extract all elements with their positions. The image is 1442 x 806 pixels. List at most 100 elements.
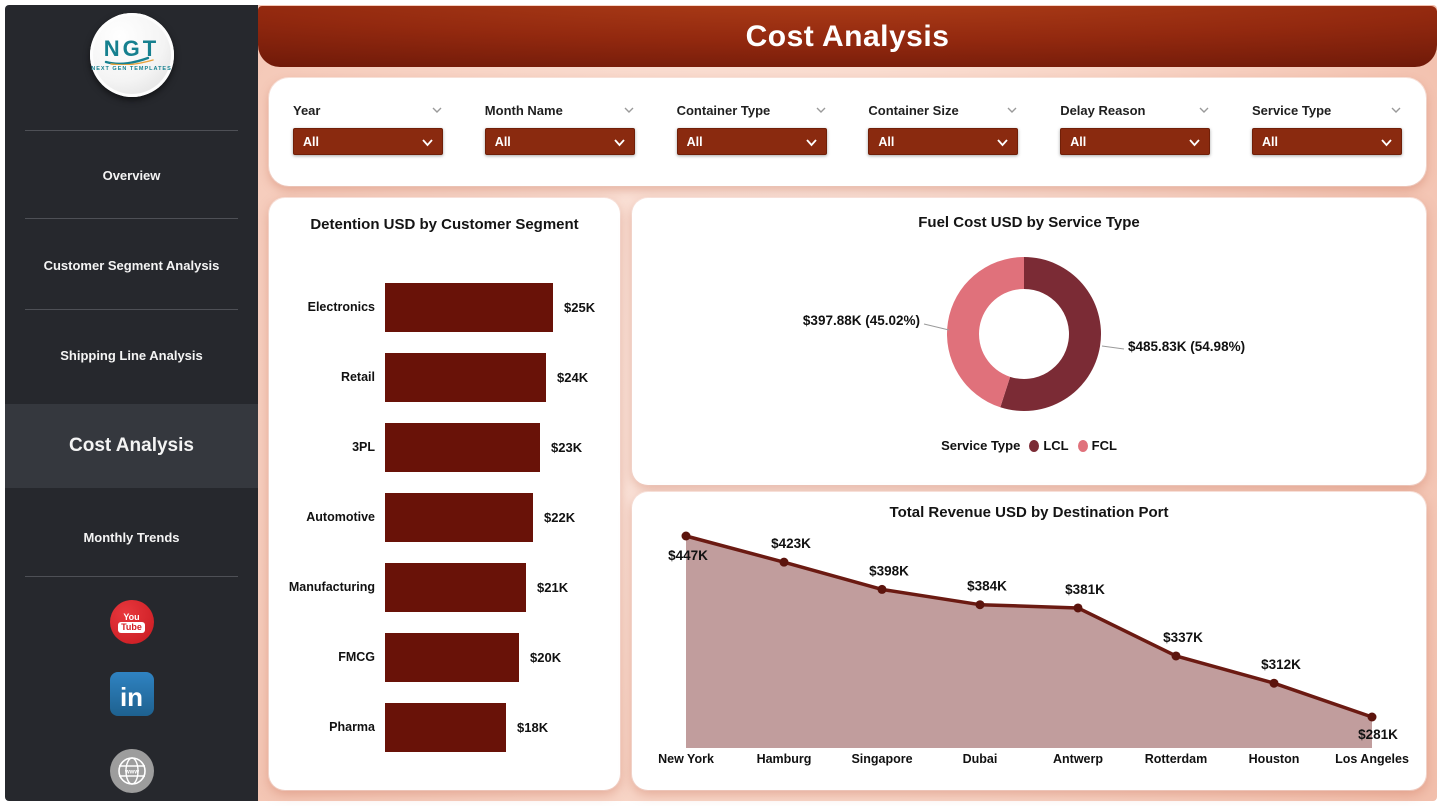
chevron-down-icon xyxy=(805,139,817,147)
data-point-label: $312K xyxy=(1261,657,1301,672)
filter-label: Container Type xyxy=(676,102,771,118)
x-axis-label: Los Angeles xyxy=(1335,752,1409,766)
container-size-select[interactable]: All xyxy=(868,128,1019,155)
bar-category-label: Electronics xyxy=(307,300,375,314)
sidebar-divider xyxy=(25,576,238,577)
area-x-axis: New York Hamburg Singapore Dubai Antwerp… xyxy=(637,752,1421,766)
year-select[interactable]: All xyxy=(293,128,443,155)
linkedin-icon[interactable]: in xyxy=(109,672,154,716)
sidebar-item-monthly-trends[interactable]: Monthly Trends xyxy=(83,529,180,545)
area-point-houston[interactable] xyxy=(1269,678,1279,688)
bar-chart: Electronics $25K Retail $24K 3PL $23K Au… xyxy=(269,272,620,762)
chevron-down-icon xyxy=(1189,139,1200,147)
data-point-label: $384K xyxy=(967,579,1007,594)
bar-category-label: Pharma xyxy=(329,720,375,734)
youtube-icon[interactable]: You Tube xyxy=(109,600,154,644)
bar-manufacturing[interactable] xyxy=(385,562,526,612)
area-chart-panel: Total Revenue USD by Destination Port $4… xyxy=(632,492,1426,790)
filter-container-type: Container Type All xyxy=(676,100,827,186)
area-point-singapore[interactable] xyxy=(877,584,887,594)
area-point-hamburg[interactable] xyxy=(779,557,789,567)
donut-label-lcl: $485.83K (54.98%) xyxy=(1128,339,1246,354)
bar-value-label: $18K xyxy=(517,719,549,735)
data-point-label: $423K xyxy=(771,536,811,551)
donut-slice-lcl[interactable] xyxy=(1000,257,1101,411)
filter-month-name: Month Name All xyxy=(484,100,635,186)
bar-value-label: $20K xyxy=(530,649,562,665)
bar-row: Electronics $25K xyxy=(269,272,620,342)
x-axis-label: Houston xyxy=(1248,752,1300,766)
filter-label: Delay Reason xyxy=(1060,102,1146,118)
x-axis-label: Rotterdam xyxy=(1144,752,1208,766)
chevron-down-icon xyxy=(1199,107,1209,113)
bar-row: Manufacturing $21K xyxy=(269,552,620,622)
x-axis-label: Hamburg xyxy=(756,752,812,766)
bar-row: 3PL $23K xyxy=(269,412,620,482)
bar-row: Automotive $22K xyxy=(269,482,620,552)
legend-item-lcl[interactable]: LCL xyxy=(1029,438,1069,453)
donut-legend: Service Type LCL FCL xyxy=(632,438,1426,453)
bar-retail[interactable] xyxy=(385,352,546,402)
bar-chart-panel: Detention USD by Customer Segment Electr… xyxy=(269,198,620,790)
service-type-select[interactable]: All xyxy=(1251,128,1402,155)
container-type-select[interactable]: All xyxy=(676,128,827,155)
sidebar-item-customer-segment-analysis[interactable]: Customer Segment Analysis xyxy=(43,257,220,273)
sidebar: NGT NEXT GEN TEMPLATES Overview Customer… xyxy=(5,5,258,801)
filter-label: Service Type xyxy=(1251,102,1332,118)
ngt-logo: NGT NEXT GEN TEMPLATES xyxy=(89,13,174,97)
area-point-antwerp[interactable] xyxy=(1073,603,1083,613)
donut-chart xyxy=(923,257,1125,411)
delay-reason-select[interactable]: All xyxy=(1060,128,1211,155)
trend-line xyxy=(685,534,1373,719)
filter-container-size: Container Size All xyxy=(868,100,1019,186)
area-point-new-york[interactable] xyxy=(681,531,691,541)
website-globe-icon[interactable]: www xyxy=(109,749,154,793)
fcl-dot-icon xyxy=(1077,439,1088,452)
area-point-rotterdam[interactable] xyxy=(1171,651,1181,661)
filter-label: Container Size xyxy=(868,102,959,118)
legend-item-fcl[interactable]: FCL xyxy=(1077,438,1117,453)
chevron-down-icon xyxy=(432,107,442,113)
bar-3pl[interactable] xyxy=(385,422,540,472)
chevron-down-icon xyxy=(1391,107,1401,113)
main-area: Cost Analysis Year All Month Name All Co… xyxy=(258,5,1437,801)
bar-value-label: $24K xyxy=(557,369,589,385)
donut-label-fcl: $397.88K (45.02%) xyxy=(802,313,920,328)
donut-slice-fcl[interactable] xyxy=(947,257,1024,408)
filter-bar: Year All Month Name All Container Type A… xyxy=(269,78,1426,186)
data-point-label: $337K xyxy=(1163,630,1203,645)
sidebar-item-shipping-line-analysis[interactable]: Shipping Line Analysis xyxy=(60,347,203,363)
sidebar-divider xyxy=(25,309,238,310)
bar-value-label: $25K xyxy=(564,299,596,315)
bar-pharma[interactable] xyxy=(385,702,506,752)
chevron-down-icon xyxy=(997,139,1009,147)
ngt-logo-subtext: NEXT GEN TEMPLATES xyxy=(91,65,172,72)
ngt-logo-text: NGT xyxy=(103,35,160,61)
bar-fmcg[interactable] xyxy=(385,632,519,682)
filter-service-type: Service Type All xyxy=(1251,100,1402,186)
chevron-down-icon xyxy=(614,139,625,147)
ngt-logo-circle: NGT NEXT GEN TEMPLATES xyxy=(89,13,174,97)
page-title: Cost Analysis xyxy=(745,19,950,53)
sidebar-item-cost-analysis[interactable]: Cost Analysis xyxy=(5,404,258,488)
filter-label: Month Name xyxy=(484,102,563,118)
donut-chart-title: Fuel Cost USD by Service Type xyxy=(918,214,1140,231)
svg-text:www: www xyxy=(123,770,138,776)
sidebar-divider xyxy=(25,218,238,219)
bar-category-label: Automotive xyxy=(306,510,375,524)
label-leader-line xyxy=(1101,345,1125,350)
chevron-down-icon xyxy=(816,107,826,113)
x-axis-label: Antwerp xyxy=(1053,752,1103,766)
logo-swoosh-icon xyxy=(104,56,154,65)
sidebar-item-overview[interactable]: Overview xyxy=(102,167,161,183)
month-name-select[interactable]: All xyxy=(484,128,635,155)
area-fill xyxy=(686,536,1372,748)
bar-automotive[interactable] xyxy=(385,492,533,542)
area-point-los-angeles[interactable] xyxy=(1367,712,1377,722)
bar-category-label: 3PL xyxy=(352,440,375,454)
data-point-label: $281K xyxy=(1358,727,1398,742)
bar-electronics[interactable] xyxy=(385,282,553,332)
area-point-dubai[interactable] xyxy=(975,600,985,610)
area-chart: $447K $423K $398K $384K $381K $337K $312K $281K xyxy=(668,531,1398,748)
